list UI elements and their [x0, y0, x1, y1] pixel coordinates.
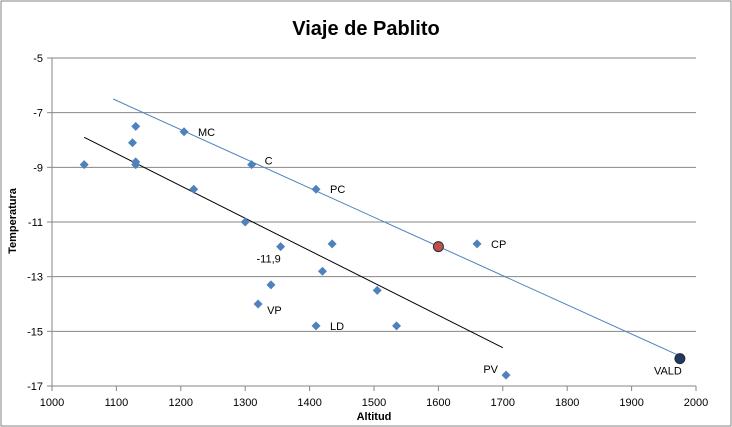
point-label: C — [265, 156, 273, 168]
diamond-point — [311, 321, 321, 331]
diamond-point — [276, 242, 286, 252]
y-tick-label: -15 — [27, 326, 43, 338]
x-tick-label: 1000 — [40, 397, 64, 409]
diamond-point — [372, 285, 382, 295]
x-tick-label: 2000 — [684, 397, 708, 409]
x-tick-label: 1800 — [555, 397, 579, 409]
diamond-point — [79, 160, 89, 170]
x-tick-label: 1700 — [491, 397, 515, 409]
x-tick-label: 1400 — [297, 397, 321, 409]
trendline — [83, 136, 504, 349]
diamond-point — [501, 370, 511, 380]
diamond-point — [392, 321, 402, 331]
diamond-point — [266, 280, 276, 290]
trendline — [112, 98, 681, 357]
diamond-point — [131, 160, 141, 170]
diamond-point — [317, 266, 327, 276]
y-tick-label: -9 — [33, 162, 43, 174]
y-tick-label: -13 — [27, 272, 43, 284]
y-tick-label: -5 — [33, 53, 43, 65]
chart-title: Viaje de Pablito — [292, 18, 439, 40]
diamond-point — [128, 138, 137, 148]
point-label: LD — [330, 321, 344, 333]
x-tick-label: 1900 — [619, 397, 643, 409]
point-label: VP — [267, 305, 282, 317]
x-tick-label: 1300 — [233, 397, 257, 409]
diamond-point — [179, 127, 189, 137]
y-tick-label: -17 — [27, 381, 43, 393]
diamond-point — [240, 217, 250, 227]
point-label: PC — [330, 184, 345, 196]
point-labels: MC C VP -11,9 PC LD CP PV VALD — [198, 127, 682, 378]
trendlines — [83, 98, 681, 357]
point-label: -11,9 — [256, 254, 280, 266]
diamond-point — [131, 121, 141, 131]
diamond-point — [311, 184, 321, 194]
y-tick-label: -7 — [33, 108, 43, 120]
x-axis-title: Altitud — [357, 411, 392, 423]
x-tick-label: 1600 — [426, 397, 450, 409]
point-label: MC — [198, 127, 215, 139]
point-label: VALD — [654, 366, 682, 378]
x-tick-label: 1500 — [362, 397, 386, 409]
circle-point — [674, 353, 686, 365]
diamond-point — [327, 239, 337, 249]
diamond-point — [247, 160, 257, 170]
point-label: PV — [483, 364, 498, 376]
circle-point — [432, 241, 444, 253]
y-tick-label: -11 — [28, 217, 43, 229]
diamond-point — [189, 184, 199, 194]
diamond-point — [253, 299, 263, 309]
x-tick-label: 1100 — [105, 397, 129, 409]
point-label: CP — [491, 239, 506, 251]
x-tick-label: 1200 — [169, 397, 193, 409]
data-points — [79, 121, 686, 380]
y-axis-title: Temperatura — [7, 187, 19, 254]
axes: -5 -7 -9 -11 -13 -15 -17 1000 1100 1200 1300 1400 15… — [27, 53, 708, 409]
diamond-point — [472, 239, 482, 249]
